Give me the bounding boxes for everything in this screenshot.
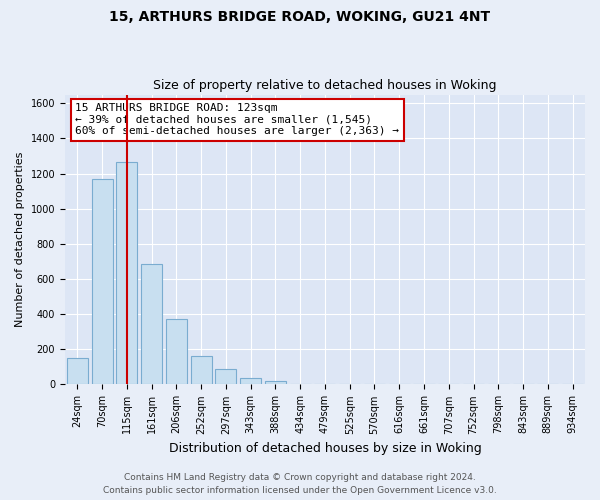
Bar [67,358,88,384]
Text: Contains HM Land Registry data © Crown copyright and database right 2024.
Contai: Contains HM Land Registry data © Crown c… [103,474,497,495]
Bar [141,264,162,384]
Bar [215,368,236,384]
Bar [116,162,137,384]
Bar [191,356,212,384]
Title: Size of property relative to detached houses in Woking: Size of property relative to detached ho… [153,79,497,92]
Bar [240,378,261,384]
Y-axis label: Number of detached properties: Number of detached properties [15,152,25,327]
Bar [265,381,286,384]
Text: 15, ARTHURS BRIDGE ROAD, WOKING, GU21 4NT: 15, ARTHURS BRIDGE ROAD, WOKING, GU21 4N… [109,10,491,24]
Bar [166,318,187,384]
Bar [92,179,113,384]
Text: 15 ARTHURS BRIDGE ROAD: 123sqm
← 39% of detached houses are smaller (1,545)
60% : 15 ARTHURS BRIDGE ROAD: 123sqm ← 39% of … [76,104,400,136]
X-axis label: Distribution of detached houses by size in Woking: Distribution of detached houses by size … [169,442,481,455]
